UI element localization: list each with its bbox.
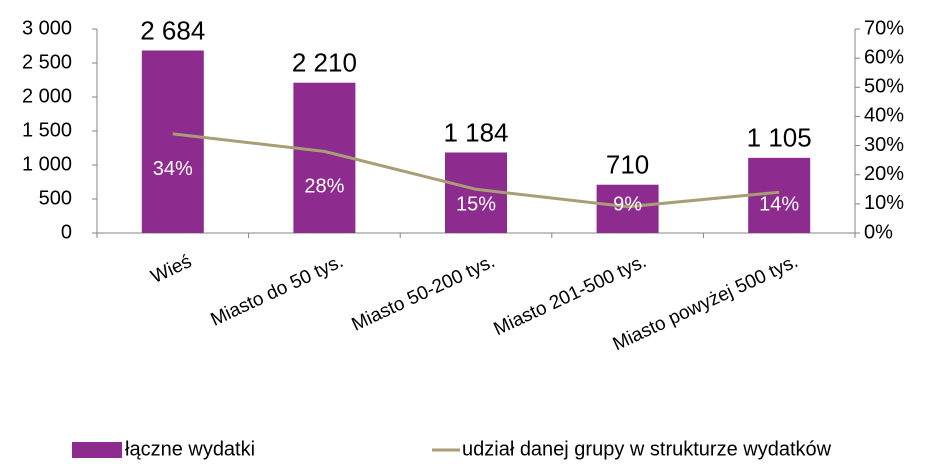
- y2-tick-label: 60%: [864, 46, 904, 68]
- x-tick-label: Wieś: [148, 251, 195, 288]
- bar-value-label: 2 684: [140, 15, 205, 45]
- y-tick-label: 2 000: [22, 85, 72, 107]
- y2-tick-label: 40%: [864, 105, 904, 127]
- bar: [141, 50, 204, 233]
- y-tick-label: 3 000: [22, 17, 72, 39]
- legend-label: łączne wydatki: [125, 438, 255, 460]
- x-tick-label: Miasto 50-200 tys.: [349, 251, 499, 336]
- y2-tick-label: 20%: [864, 163, 904, 185]
- line-value-label: 34%: [153, 158, 193, 180]
- y-tick-label: 1 000: [22, 153, 72, 175]
- line: [172, 132, 780, 209]
- x-tick-label: Miasto 201-500 tys.: [491, 251, 650, 340]
- y2-tick-label: 50%: [864, 76, 904, 98]
- bar-value-label: 1 105: [747, 123, 812, 153]
- y2-tick-label: 0%: [864, 221, 893, 243]
- bar-value-label: 1 184: [443, 117, 508, 147]
- y-tick-label: 500: [39, 187, 72, 209]
- x-tick-label: Miasto do 50 tys.: [208, 251, 347, 331]
- line-value-label: 28%: [304, 176, 344, 198]
- y-tick-label: 0: [61, 221, 72, 243]
- y2-tick-label: 10%: [864, 192, 904, 214]
- bar-value-label: 710: [606, 150, 649, 180]
- line-value-label: 9%: [613, 193, 642, 215]
- y-tick-label: 2 500: [22, 51, 72, 73]
- y-tick-label: 1 500: [22, 119, 72, 141]
- line-value-label: 14%: [759, 193, 799, 215]
- bar: [596, 184, 659, 233]
- bar-value-label: 2 210: [292, 48, 357, 78]
- legend-label: udział danej grupy w strukturze wydatków: [462, 438, 832, 460]
- y2-tick-label: 30%: [864, 134, 904, 156]
- y2-tick-label: 70%: [864, 17, 904, 39]
- line-value-label: 15%: [456, 193, 496, 215]
- legend-swatch: [72, 442, 122, 458]
